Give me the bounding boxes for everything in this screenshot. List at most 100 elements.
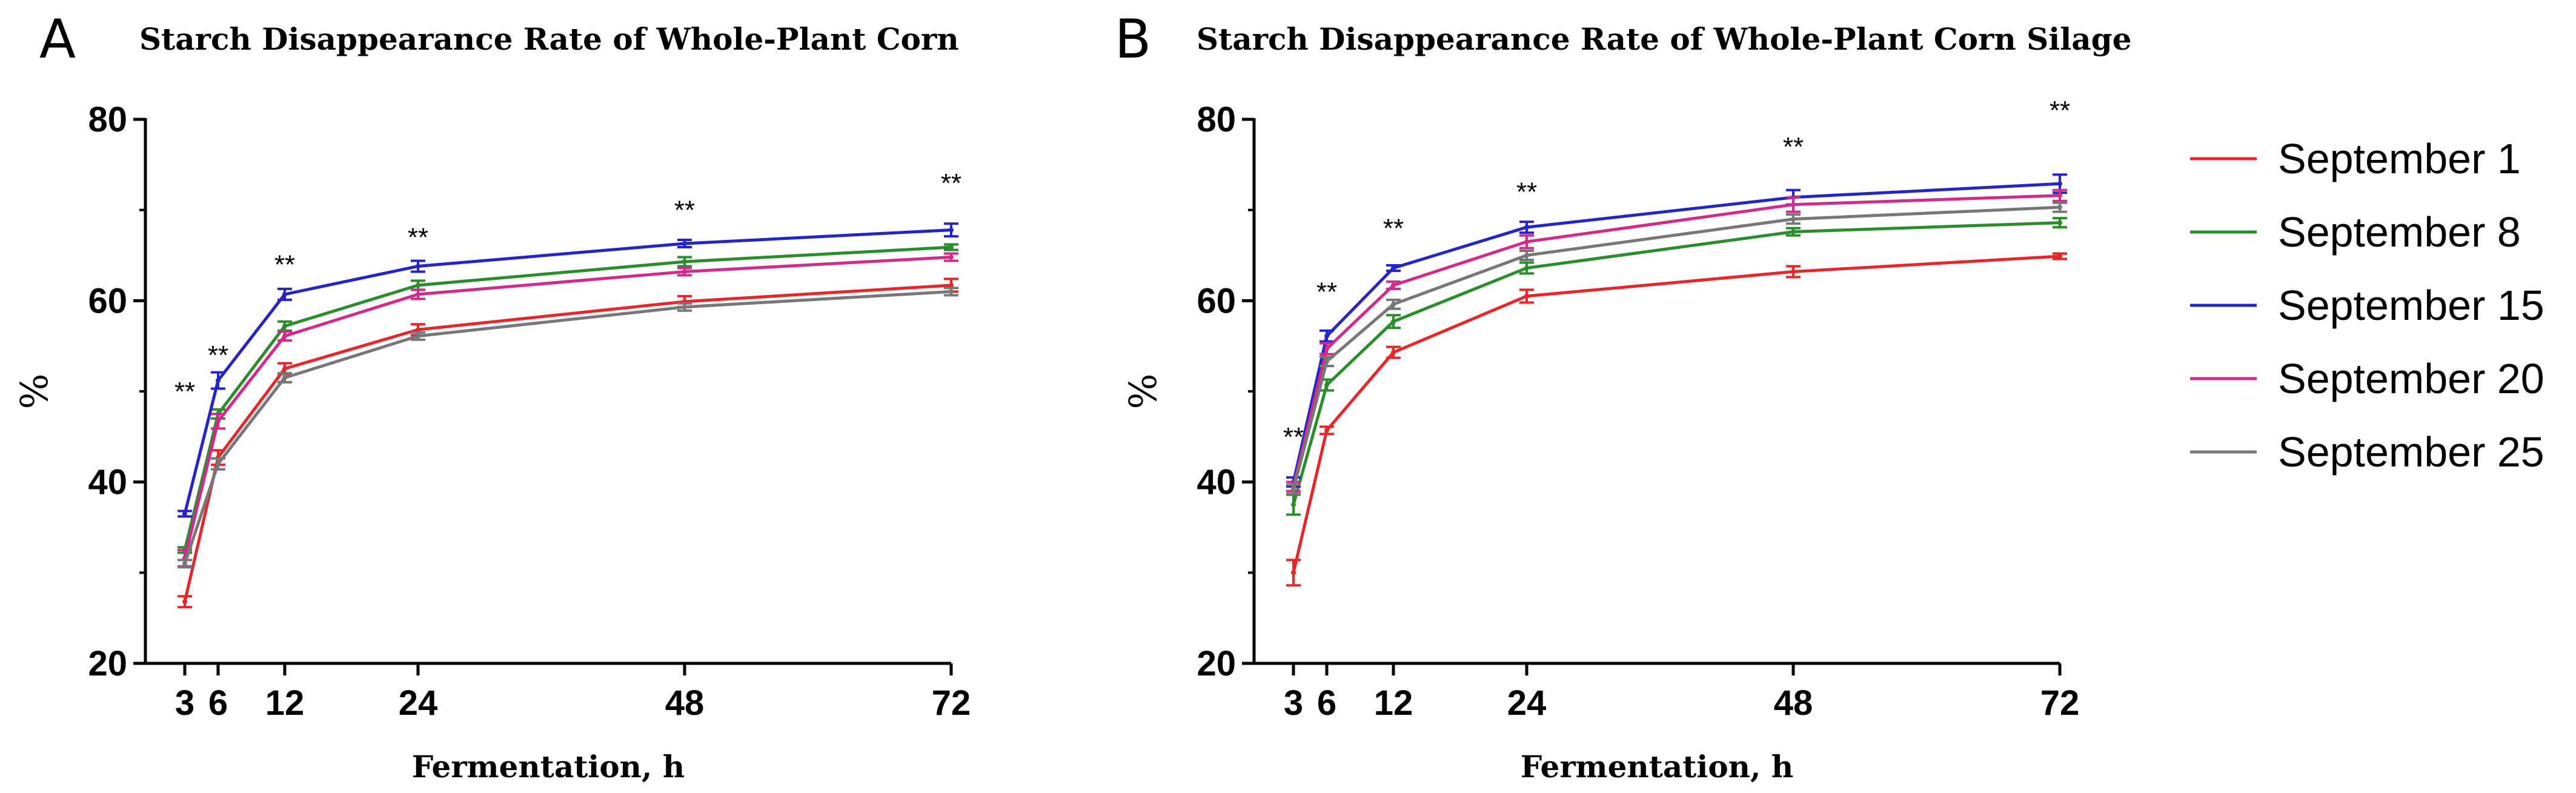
x-tick-label: 3	[175, 683, 194, 723]
legend-entry-september-20: September 20	[2190, 355, 2544, 402]
data-point	[282, 375, 287, 380]
data-point	[1391, 319, 1396, 324]
data-point	[282, 366, 287, 371]
data-point	[416, 264, 420, 269]
legend-label: September 15	[2278, 282, 2544, 329]
x-tick-label: 12	[1374, 683, 1413, 723]
data-point	[1324, 382, 1329, 388]
significance-marker: **	[1283, 422, 1304, 452]
data-point	[682, 259, 687, 264]
significance-marker: **	[1383, 214, 1404, 244]
data-point	[416, 282, 420, 288]
y-tick-label: 40	[1197, 463, 1236, 502]
series-line	[183, 290, 952, 565]
series-line	[1292, 221, 2060, 505]
y-tick-label: 20	[1197, 644, 1236, 683]
data-point	[949, 289, 954, 294]
legend-label: September 1	[2278, 135, 2521, 182]
data-point	[1391, 350, 1396, 355]
x-tick-label: 72	[2040, 683, 2080, 723]
y-tick-label: 60	[1197, 281, 1236, 320]
series-september-25	[1286, 201, 2067, 496]
x-axis-label: Fermentation, h	[412, 749, 685, 785]
data-point	[2057, 181, 2062, 187]
significance-marker: **	[1783, 132, 1804, 162]
significance-marker: **	[274, 250, 295, 279]
data-point	[216, 419, 221, 424]
data-point	[1391, 265, 1396, 271]
series-line	[1292, 194, 2060, 487]
data-point	[282, 333, 287, 339]
series-line	[1292, 254, 2060, 573]
series-september-15	[178, 222, 958, 518]
x-tick-label: 48	[1774, 683, 1813, 723]
significance-marker: **	[941, 168, 961, 198]
x-tick-label: 24	[399, 683, 438, 723]
data-point	[949, 245, 954, 250]
x-tick-label: 6	[1317, 683, 1336, 723]
data-point	[1324, 346, 1329, 351]
legend-label: September 8	[2278, 208, 2521, 256]
series-line	[183, 255, 952, 559]
legend-entry-september-15: September 15	[2190, 282, 2544, 329]
x-tick-label: 12	[265, 683, 305, 723]
y-tick-label: 80	[88, 100, 127, 139]
data-point	[1524, 239, 1529, 245]
series-september-1	[178, 277, 958, 609]
data-point	[682, 241, 687, 247]
significance-marker: **	[408, 223, 428, 253]
data-point	[1524, 253, 1529, 258]
data-point	[1524, 225, 1529, 230]
significance-marker: **	[674, 196, 695, 225]
data-point	[216, 378, 221, 383]
series-line	[183, 245, 952, 551]
data-point	[2057, 205, 2062, 210]
data-point	[1324, 428, 1329, 433]
x-tick-label: 24	[1507, 683, 1547, 723]
data-point	[1524, 265, 1529, 271]
data-point	[682, 304, 687, 310]
panel-letter: B	[1115, 8, 1151, 70]
chart-panel-b: B Starch Disappearance Rate of Whole-Plan…	[1115, 8, 2132, 785]
data-point	[682, 269, 687, 274]
y-tick-label: 80	[1197, 100, 1236, 139]
data-point	[282, 291, 287, 297]
data-point	[1791, 202, 1796, 207]
series-line	[1292, 205, 2060, 490]
legend-entry-september-8: September 8	[2190, 208, 2521, 256]
series-september-20	[178, 252, 958, 568]
chart-title: Starch Disappearance Rate of Whole-Plant…	[1197, 21, 2131, 57]
chart-panel-a: A Starch Disappearance Rate of Whole-Plan…	[12, 8, 971, 785]
data-point	[949, 282, 954, 288]
legend-label: September 25	[2278, 428, 2544, 476]
data-point	[1791, 269, 1796, 274]
data-point	[1291, 570, 1296, 576]
series-september-20	[1286, 188, 2067, 493]
data-point	[1391, 302, 1396, 307]
legend-entry-september-25: September 25	[2190, 428, 2544, 476]
data-point	[1791, 216, 1796, 222]
significance-marker: **	[174, 377, 195, 406]
data-point	[416, 291, 420, 297]
data-point	[282, 324, 287, 329]
data-point	[216, 461, 221, 466]
data-point	[1291, 502, 1296, 508]
data-point	[1324, 359, 1329, 364]
data-point	[416, 327, 420, 333]
series-line	[183, 228, 952, 514]
series-september-25	[178, 287, 958, 569]
x-tick-label: 6	[208, 683, 228, 723]
data-point	[1391, 282, 1396, 288]
significance-marker: **	[1316, 277, 1337, 307]
legend-label: September 20	[2278, 355, 2544, 402]
data-point	[949, 227, 954, 233]
data-point	[1791, 229, 1796, 234]
data-point	[182, 511, 187, 517]
panel-letter: A	[39, 8, 76, 70]
series-line	[1292, 182, 2060, 483]
legend-entry-september-1: September 1	[2190, 135, 2521, 182]
significance-marker: **	[2050, 96, 2070, 125]
data-point	[182, 561, 187, 566]
series-september-1	[1286, 252, 2067, 587]
